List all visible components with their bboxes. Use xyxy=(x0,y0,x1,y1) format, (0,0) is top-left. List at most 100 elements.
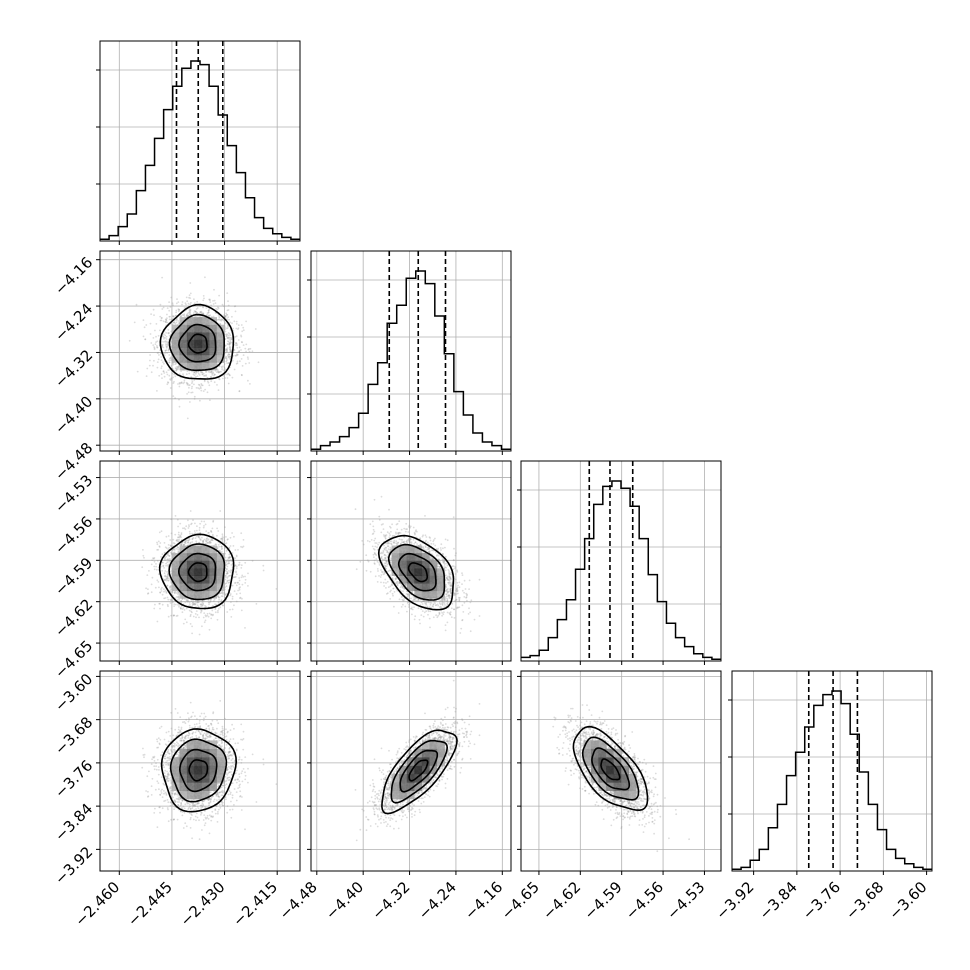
sample-point xyxy=(164,575,167,578)
sample-point xyxy=(184,302,187,304)
sample-point xyxy=(173,592,176,595)
sample-point xyxy=(179,522,182,525)
sample-point xyxy=(220,545,223,548)
sample-point xyxy=(149,333,152,335)
sample-point xyxy=(188,309,191,312)
sample-point xyxy=(229,346,231,348)
sample-point xyxy=(200,539,202,541)
sample-point xyxy=(173,373,176,376)
sample-point xyxy=(211,539,214,542)
sample-point xyxy=(152,557,154,560)
sample-point xyxy=(162,361,164,363)
sample-point xyxy=(159,319,162,322)
sample-point xyxy=(213,374,215,377)
density-cell xyxy=(194,362,203,371)
sample-point xyxy=(209,399,211,401)
sample-point xyxy=(167,579,170,582)
sample-point xyxy=(236,353,239,356)
sample-point xyxy=(181,542,184,544)
sample-point xyxy=(153,346,156,348)
sample-point xyxy=(241,365,244,367)
sample-point xyxy=(200,371,203,374)
sample-point xyxy=(198,537,201,540)
sample-point xyxy=(153,560,156,563)
sample-point xyxy=(189,282,192,284)
sample-point xyxy=(217,609,219,612)
sample-point xyxy=(228,342,231,345)
sample-point xyxy=(175,311,178,314)
sample-point xyxy=(211,533,214,536)
sample-point xyxy=(225,312,228,315)
sample-point xyxy=(163,354,166,357)
sample-point xyxy=(205,374,208,376)
sample-point xyxy=(170,570,173,572)
sample-point xyxy=(185,525,188,528)
sample-point xyxy=(155,323,158,325)
sample-point xyxy=(190,387,193,390)
sample-point xyxy=(164,574,167,577)
sample-point xyxy=(178,385,181,388)
sample-point xyxy=(183,315,186,318)
sample-point xyxy=(186,312,189,315)
sample-point xyxy=(216,527,219,530)
sample-point xyxy=(172,363,175,366)
sample-point xyxy=(229,559,232,561)
sample-point xyxy=(150,583,153,586)
sample-point xyxy=(173,321,175,324)
sample-point xyxy=(178,591,180,594)
sample-point xyxy=(148,364,151,367)
sample-point xyxy=(172,538,175,541)
sample-point xyxy=(166,321,169,324)
sample-point xyxy=(184,601,187,604)
sample-point xyxy=(241,330,244,333)
sample-point xyxy=(203,297,205,300)
sample-point xyxy=(212,535,215,538)
sample-point xyxy=(202,539,205,542)
sample-point xyxy=(177,593,180,596)
sample-point xyxy=(226,292,229,294)
sample-point xyxy=(167,544,170,546)
sample-point xyxy=(171,549,174,552)
sample-point xyxy=(214,312,217,314)
sample-point xyxy=(169,315,172,318)
sample-point xyxy=(228,556,231,559)
sample-point xyxy=(167,535,170,537)
sample-point xyxy=(210,371,213,374)
sample-point xyxy=(234,564,237,567)
sample-point xyxy=(235,327,238,330)
sample-point xyxy=(228,357,231,360)
sample-point xyxy=(216,371,218,373)
sample-point xyxy=(205,615,207,618)
sample-point xyxy=(224,315,226,317)
sample-point xyxy=(178,373,181,376)
sample-point xyxy=(177,533,180,536)
sample-point xyxy=(168,315,171,318)
sample-point xyxy=(199,522,202,525)
sample-point xyxy=(193,374,196,377)
sample-point xyxy=(204,614,207,617)
sample-point xyxy=(229,342,231,345)
sample-point xyxy=(237,564,240,566)
sample-point xyxy=(241,574,244,577)
sample-point xyxy=(173,603,176,605)
sample-point xyxy=(229,336,232,339)
sample-point xyxy=(179,607,182,610)
sample-point xyxy=(170,346,173,349)
sample-point xyxy=(236,354,239,357)
sample-point xyxy=(179,606,182,609)
sample-point xyxy=(227,336,230,339)
sample-point xyxy=(186,370,189,372)
sample-point xyxy=(227,327,229,329)
sample-point xyxy=(187,519,189,522)
sample-point xyxy=(188,294,191,297)
sample-point xyxy=(231,560,233,562)
sample-point xyxy=(228,570,230,572)
sample-point xyxy=(229,347,231,349)
sample-point xyxy=(182,622,185,625)
sample-point xyxy=(163,559,166,561)
sample-point xyxy=(164,352,167,354)
sample-point xyxy=(179,382,182,384)
sample-point xyxy=(195,387,198,389)
sample-point xyxy=(185,296,188,299)
sample-point xyxy=(235,354,238,357)
